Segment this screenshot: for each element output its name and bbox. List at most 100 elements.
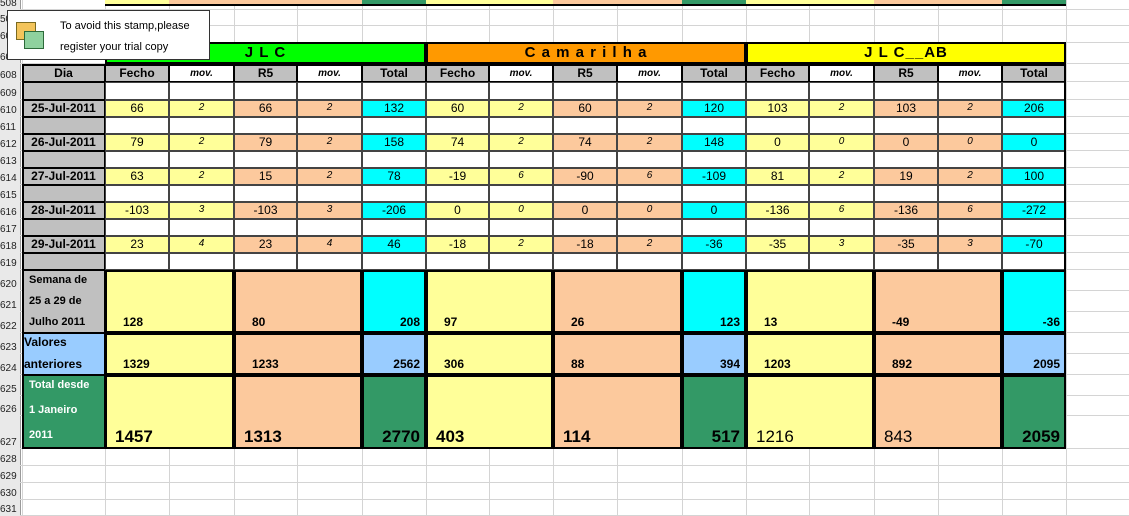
blank-cell[interactable]	[234, 82, 297, 100]
blank-cell[interactable]	[489, 151, 553, 168]
blank-cell[interactable]	[874, 82, 938, 100]
value-cell[interactable]: 0	[938, 134, 1002, 151]
blank-cell[interactable]	[426, 82, 489, 100]
blank-cell[interactable]	[169, 151, 234, 168]
blank-cell[interactable]	[489, 185, 553, 202]
value-cell[interactable]: 2	[297, 100, 362, 117]
summary-cell[interactable]	[553, 375, 682, 449]
summary-label-cell[interactable]	[22, 333, 105, 375]
value-cell[interactable]: 60	[426, 100, 489, 117]
row-header[interactable]: 624	[0, 354, 21, 375]
value-cell[interactable]: 23	[105, 236, 169, 253]
blank-cell[interactable]	[297, 185, 362, 202]
date-cell[interactable]: 25-Jul-2011	[22, 100, 105, 117]
summary-cell[interactable]	[553, 270, 682, 333]
value-cell[interactable]: 0	[489, 202, 553, 219]
top-row-cell[interactable]	[297, 0, 362, 6]
value-cell[interactable]: 0	[682, 202, 746, 219]
row-header[interactable]: 622	[0, 312, 21, 333]
top-row-cell[interactable]	[426, 0, 489, 6]
blank-cell[interactable]	[362, 253, 426, 270]
blank-cell[interactable]	[746, 82, 809, 100]
value-cell[interactable]: -18	[426, 236, 489, 253]
blank-cell[interactable]	[489, 117, 553, 134]
blank-cell[interactable]	[553, 185, 617, 202]
top-row-cell[interactable]	[234, 0, 297, 6]
value-cell[interactable]: -103	[105, 202, 169, 219]
row-header[interactable]: 626	[0, 396, 21, 416]
summary-cell[interactable]	[234, 375, 362, 449]
value-cell[interactable]: -36	[682, 236, 746, 253]
value-cell[interactable]: 63	[105, 168, 169, 185]
column-header[interactable]: Fecho	[105, 64, 169, 82]
value-cell[interactable]: 2	[809, 100, 874, 117]
blank-cell[interactable]	[553, 219, 617, 236]
blank-cell[interactable]	[617, 82, 682, 100]
blank-cell[interactable]	[105, 151, 169, 168]
blank-cell[interactable]	[489, 253, 553, 270]
value-cell[interactable]: 66	[234, 100, 297, 117]
value-cell[interactable]: 120	[682, 100, 746, 117]
blank-cell[interactable]	[105, 117, 169, 134]
blank-cell[interactable]	[105, 185, 169, 202]
value-cell[interactable]: -103	[234, 202, 297, 219]
row-header[interactable]: 623	[0, 333, 21, 354]
blank-cell[interactable]	[105, 219, 169, 236]
top-row-cell[interactable]	[746, 0, 809, 6]
summary-cell[interactable]	[746, 333, 874, 375]
blank-cell[interactable]	[746, 185, 809, 202]
value-cell[interactable]: 2	[617, 134, 682, 151]
summary-cell[interactable]	[874, 333, 1002, 375]
blank-cell[interactable]	[746, 253, 809, 270]
value-cell[interactable]: 103	[746, 100, 809, 117]
row-header[interactable]: 617	[0, 219, 21, 236]
blank-cell[interactable]	[874, 219, 938, 236]
blank-cell[interactable]	[489, 219, 553, 236]
row-header[interactable]: 614	[0, 168, 21, 185]
top-row-cell[interactable]	[938, 0, 1002, 6]
value-cell[interactable]: 206	[1002, 100, 1066, 117]
blank-cell[interactable]	[553, 117, 617, 134]
blank-cell[interactable]	[297, 151, 362, 168]
blank-cell[interactable]	[809, 185, 874, 202]
value-cell[interactable]: 6	[617, 168, 682, 185]
value-cell[interactable]: -136	[746, 202, 809, 219]
top-row-cell[interactable]	[1002, 0, 1066, 6]
blank-cell[interactable]	[746, 117, 809, 134]
value-cell[interactable]: 2	[489, 134, 553, 151]
blank-cell[interactable]	[362, 82, 426, 100]
summary-cell[interactable]	[105, 333, 234, 375]
value-cell[interactable]: 2	[938, 100, 1002, 117]
row-header[interactable]: 631	[0, 500, 21, 516]
top-row-cell[interactable]	[874, 0, 938, 6]
summary-cell[interactable]	[426, 333, 553, 375]
blank-cell[interactable]	[553, 253, 617, 270]
value-cell[interactable]: 3	[169, 202, 234, 219]
value-cell[interactable]: 0	[809, 134, 874, 151]
column-header[interactable]: R5	[874, 64, 938, 82]
date-cell[interactable]: 27-Jul-2011	[22, 168, 105, 185]
value-cell[interactable]: 3	[297, 202, 362, 219]
top-row-cell[interactable]	[553, 0, 617, 6]
blank-cell[interactable]	[234, 117, 297, 134]
top-row-cell[interactable]	[105, 0, 169, 6]
value-cell[interactable]: -272	[1002, 202, 1066, 219]
blank-cell[interactable]	[297, 219, 362, 236]
blank-cell[interactable]	[426, 151, 489, 168]
value-cell[interactable]: -35	[746, 236, 809, 253]
row-header[interactable]: 616	[0, 202, 21, 219]
value-cell[interactable]: 0	[553, 202, 617, 219]
value-cell[interactable]: 46	[362, 236, 426, 253]
blank-cell[interactable]	[874, 253, 938, 270]
date-cell[interactable]: 26-Jul-2011	[22, 134, 105, 151]
value-cell[interactable]: 79	[105, 134, 169, 151]
blank-cell[interactable]	[169, 219, 234, 236]
summary-cell[interactable]	[362, 333, 426, 375]
summary-cell[interactable]	[746, 270, 874, 333]
top-row-cell[interactable]	[362, 0, 426, 6]
value-cell[interactable]: 132	[362, 100, 426, 117]
blank-cell[interactable]	[938, 151, 1002, 168]
row-header[interactable]: 608	[0, 64, 21, 82]
blank-cell[interactable]	[362, 219, 426, 236]
blank-cell[interactable]	[809, 82, 874, 100]
